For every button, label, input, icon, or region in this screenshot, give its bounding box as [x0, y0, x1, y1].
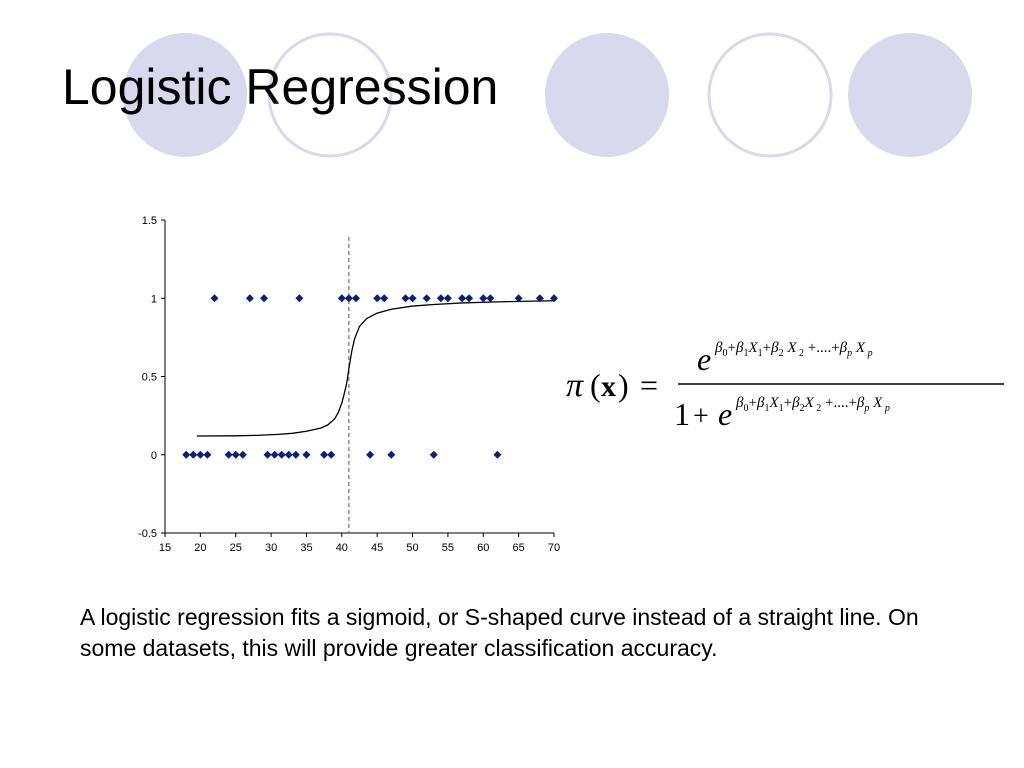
- denominator-plus: +: [693, 401, 709, 432]
- logistic-scatter-chart: -0.5 0 0.5 1 1.5 15 20 25 30 35 40 45 50 55 60 65 70: [138, 215, 560, 554]
- data-point: [401, 294, 410, 303]
- data-point: [486, 294, 495, 303]
- circle-5: [848, 33, 972, 157]
- data-point: [344, 294, 353, 303]
- sigmoid-curve: [196, 300, 555, 437]
- data-point: [550, 294, 558, 303]
- chart-axes: -0.5 0 0.5 1 1.5 15 20 25 30 35 40 45 50 55 60 65 70: [138, 215, 560, 554]
- data-point: [429, 450, 438, 459]
- data-point: [238, 450, 247, 459]
- circle-2: [267, 32, 393, 158]
- chart-marks: [182, 237, 558, 533]
- data-point: [284, 450, 293, 459]
- formula-lhs-paren-open: (: [590, 367, 601, 403]
- data-point: [277, 450, 286, 459]
- x-tick-label: 50: [406, 542, 418, 554]
- data-point: [387, 450, 396, 459]
- y-tick-label: 1.5: [142, 215, 157, 227]
- data-point: [263, 450, 272, 459]
- x-tick-label: 30: [265, 542, 277, 554]
- data-point: [443, 294, 452, 303]
- formula-lhs-paren-close: ): [618, 367, 629, 403]
- denominator-one: 1: [674, 396, 690, 432]
- data-point: [479, 294, 488, 303]
- data-point: [327, 450, 336, 459]
- formula-lhs-x: x: [601, 370, 616, 403]
- denominator-exponent: β0+β1X1+β2X 2 +....+βp X p: [735, 395, 890, 414]
- data-point: [210, 294, 219, 303]
- denominator-e: e: [718, 396, 732, 432]
- data-point: [224, 450, 233, 459]
- x-tick-label: 45: [371, 542, 383, 554]
- data-point: [260, 294, 269, 303]
- data-point: [291, 450, 300, 459]
- formula-pi: π: [566, 367, 584, 404]
- data-point: [337, 294, 346, 303]
- data-point: [373, 294, 382, 303]
- y-tick-label: 0: [151, 450, 157, 462]
- data-point: [458, 294, 467, 303]
- data-point: [514, 294, 523, 303]
- data-point: [436, 294, 445, 303]
- formula-denominator: 1 + e β0+β1X1+β2X 2 +....+βp X p: [674, 395, 890, 432]
- x-tick-label: 15: [159, 542, 171, 554]
- data-point: [245, 294, 254, 303]
- y-tick-label: -0.5: [138, 528, 157, 540]
- numerator-e: e: [697, 341, 711, 377]
- x-tick-label: 60: [477, 542, 489, 554]
- data-point: [182, 450, 191, 459]
- data-point: [351, 294, 360, 303]
- circle-4: [707, 32, 833, 158]
- slide-title: Logistic Regression: [62, 59, 499, 115]
- y-tick-label: 1: [151, 293, 157, 305]
- logistic-formula: π ( x ) = e β0+β1X1+β2 X 2 +....+βp X p …: [566, 340, 1004, 432]
- circle-3: [545, 33, 669, 157]
- data-point: [535, 294, 544, 303]
- x-tick-label: 20: [194, 542, 206, 554]
- data-point: [493, 450, 502, 459]
- x-tick-label: 35: [300, 542, 312, 554]
- data-point: [196, 450, 205, 459]
- formula-equals: =: [640, 367, 658, 403]
- circle-1: [123, 33, 247, 157]
- formula-numerator: e β0+β1X1+β2 X 2 +....+βp X p: [697, 340, 873, 377]
- data-point: [189, 450, 198, 459]
- data-point: [203, 450, 212, 459]
- x-tick-label: 40: [336, 542, 348, 554]
- y-tick-label: 0.5: [142, 372, 157, 384]
- data-point: [422, 294, 431, 303]
- numerator-exponent: β0+β1X1+β2 X 2 +....+βp X p: [714, 340, 873, 359]
- x-tick-label: 55: [442, 542, 454, 554]
- data-point: [408, 294, 417, 303]
- x-tick-label: 70: [548, 542, 560, 554]
- decorative-circles: [123, 32, 972, 158]
- data-point: [295, 294, 304, 303]
- formula-lhs: π ( x ) =: [566, 367, 658, 404]
- x-tick-label: 65: [513, 542, 525, 554]
- data-point: [231, 450, 240, 459]
- data-point: [366, 450, 375, 459]
- data-point: [270, 450, 279, 459]
- data-point: [320, 450, 329, 459]
- x-tick-label: 25: [230, 542, 242, 554]
- data-point: [465, 294, 474, 303]
- slide-caption: A logistic regression fits a sigmoid, or…: [80, 604, 919, 661]
- data-point: [302, 450, 311, 459]
- data-point: [380, 294, 389, 303]
